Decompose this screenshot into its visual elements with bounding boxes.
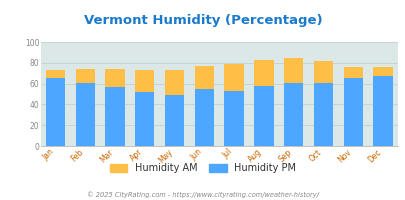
Bar: [254, 60, 273, 86]
Bar: [75, 69, 95, 83]
Bar: [284, 58, 303, 83]
Bar: [194, 66, 213, 89]
Bar: [75, 83, 95, 146]
Bar: [164, 70, 184, 95]
Bar: [224, 91, 243, 146]
Bar: [164, 95, 184, 146]
Bar: [105, 87, 124, 146]
Bar: [254, 86, 273, 146]
Text: © 2025 CityRating.com - https://www.cityrating.com/weather-history/: © 2025 CityRating.com - https://www.city…: [87, 191, 318, 198]
Bar: [46, 78, 65, 146]
Bar: [284, 83, 303, 146]
Bar: [135, 92, 154, 146]
Bar: [343, 78, 362, 146]
Bar: [343, 67, 362, 78]
Bar: [194, 89, 213, 146]
Bar: [373, 76, 392, 146]
Bar: [46, 70, 65, 78]
Bar: [313, 83, 333, 146]
Legend: Humidity AM, Humidity PM: Humidity AM, Humidity PM: [109, 163, 296, 173]
Bar: [224, 64, 243, 91]
Text: Vermont Humidity (Percentage): Vermont Humidity (Percentage): [83, 14, 322, 27]
Bar: [135, 70, 154, 92]
Bar: [373, 67, 392, 76]
Bar: [313, 61, 333, 83]
Bar: [105, 69, 124, 87]
